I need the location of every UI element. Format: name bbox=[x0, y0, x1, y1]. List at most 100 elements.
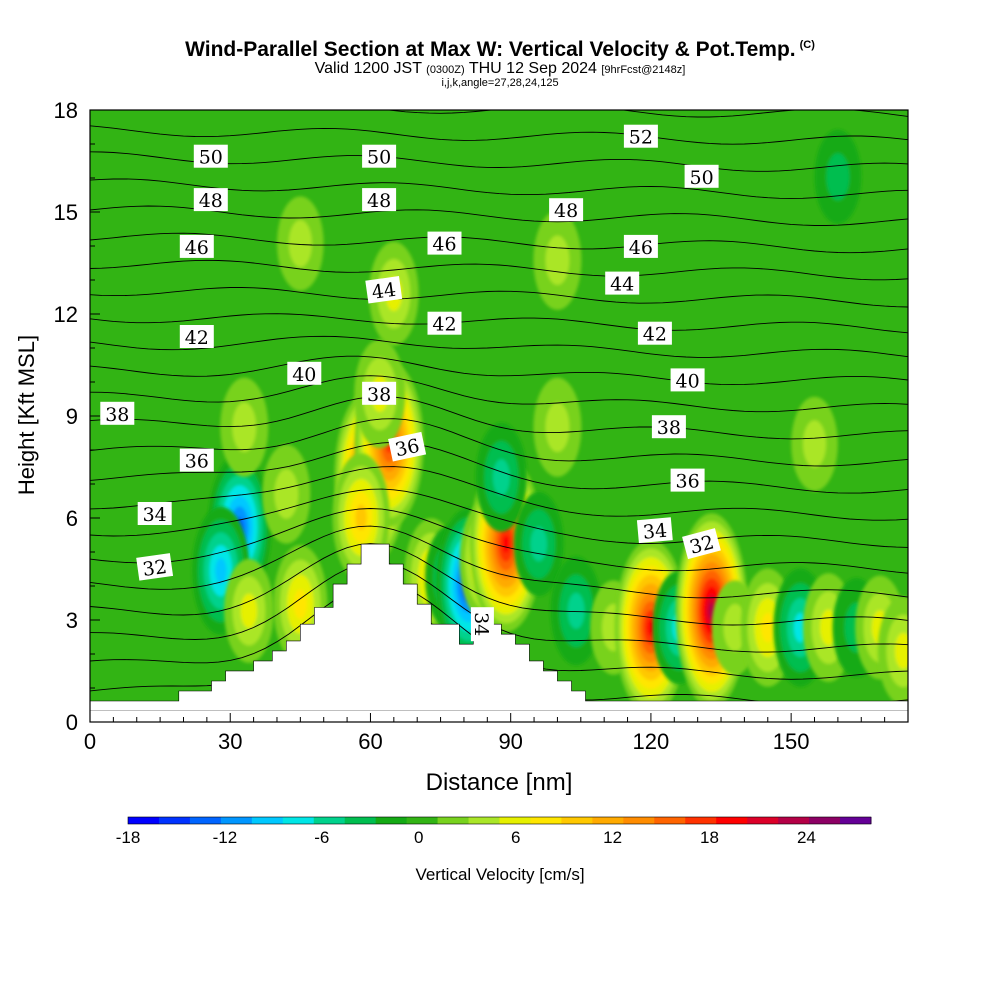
y-axis-ticks: 0 3 6 9 12 15 18 bbox=[54, 98, 100, 735]
theta-contour-line bbox=[90, 375, 908, 413]
contour-label-text: 44 bbox=[610, 274, 634, 296]
colorbar-frame bbox=[127, 816, 872, 825]
colorbar-swatch bbox=[437, 817, 470, 824]
chart-subline: i,j,k,angle=27,28,24,125 bbox=[441, 77, 559, 89]
colorbar-tick-label: 6 bbox=[511, 828, 520, 847]
contour-label-text: 36 bbox=[185, 451, 209, 473]
colorbar-swatch bbox=[406, 817, 439, 824]
contour-label-text: 42 bbox=[185, 327, 209, 349]
contour-label-text: 52 bbox=[629, 127, 653, 149]
contour-label-text: 46 bbox=[432, 234, 456, 256]
contour-label-text: 34 bbox=[143, 504, 167, 526]
x-tick-label: 60 bbox=[358, 729, 382, 754]
title-text: Wind-Parallel Section at Max W: Vertical… bbox=[185, 38, 796, 61]
contour-label: 34 bbox=[470, 607, 494, 642]
theta-contour-line bbox=[90, 418, 908, 467]
theta-contour-line bbox=[90, 543, 908, 626]
subtitle-utc: (0300Z) bbox=[426, 64, 465, 76]
contour-label-text: 34 bbox=[470, 612, 492, 636]
contour-label: 40 bbox=[670, 368, 705, 392]
colorbar-swatch bbox=[530, 817, 562, 824]
contour-label: 38 bbox=[100, 401, 135, 426]
velocity-cell bbox=[220, 377, 269, 477]
colorbar-swatch bbox=[654, 817, 686, 824]
colorbar-tick-label: 18 bbox=[700, 828, 719, 847]
contour-label: 36 bbox=[179, 448, 214, 473]
colorbar-tick-label: -18 bbox=[116, 828, 141, 847]
theta-contour-line bbox=[90, 232, 908, 254]
theta-contour-line bbox=[90, 125, 908, 145]
contour-label: 38 bbox=[362, 381, 397, 406]
theta-contour-line bbox=[90, 466, 908, 521]
ground-strip bbox=[90, 711, 908, 722]
contour-label: 34 bbox=[636, 517, 673, 544]
colorbar-swatch bbox=[313, 817, 346, 824]
terrain-polygon bbox=[89, 543, 909, 712]
colorbar-tick-label: 24 bbox=[797, 828, 816, 847]
contour-label-text: 40 bbox=[676, 370, 700, 392]
colorbar-tick-label: 0 bbox=[414, 828, 423, 847]
vertical-velocity-field bbox=[192, 129, 908, 711]
contour-label: 50 bbox=[193, 144, 228, 169]
y-tick-label: 3 bbox=[66, 608, 78, 633]
colorbar-label: Vertical Velocity [cm/s] bbox=[415, 865, 584, 884]
y-tick-label: 15 bbox=[54, 200, 78, 225]
velocity-cell bbox=[877, 596, 908, 706]
contour-label: 32 bbox=[136, 553, 174, 581]
colorbar-swatch bbox=[220, 817, 253, 824]
velocity-cell bbox=[224, 558, 274, 663]
contour-label: 42 bbox=[637, 321, 672, 346]
contour-label-text: 38 bbox=[367, 384, 391, 406]
theta-contour-line bbox=[384, 110, 908, 118]
colorbar-swatch bbox=[499, 817, 531, 824]
y-tick-label: 12 bbox=[54, 302, 78, 327]
contour-label: 36 bbox=[670, 468, 705, 493]
contour-label: 46 bbox=[427, 231, 462, 256]
colorbar-swatch bbox=[128, 817, 160, 824]
velocity-cell bbox=[791, 396, 838, 492]
contour-label-text: 50 bbox=[690, 167, 714, 189]
x-tick-label: 0 bbox=[84, 729, 96, 754]
velocity-cell bbox=[332, 453, 390, 582]
theta-contour-line bbox=[90, 488, 908, 548]
velocity-cell bbox=[262, 444, 311, 544]
colorbar-swatch bbox=[747, 817, 779, 824]
contour-label-text: 44 bbox=[370, 279, 397, 304]
contour-label-text: 38 bbox=[657, 417, 681, 439]
theta-contour-line bbox=[90, 395, 908, 440]
contour-label: 32 bbox=[682, 528, 721, 560]
contour-label: 46 bbox=[179, 234, 214, 259]
y-tick-label: 6 bbox=[66, 506, 78, 531]
contour-label: 40 bbox=[287, 361, 322, 386]
contour-label-text: 40 bbox=[292, 364, 316, 386]
x-tick-label: 30 bbox=[218, 729, 242, 754]
contour-labels: 50 50 52 50 48 48 48 46 46 46 44 44 42 42 42 40 40 38 38 38… bbox=[100, 124, 721, 642]
contour-label: 50 bbox=[362, 144, 397, 169]
contour-label: 44 bbox=[605, 271, 640, 296]
contour-label-text: 46 bbox=[185, 237, 209, 259]
contour-label-text: 48 bbox=[367, 190, 391, 212]
colorbar-swatch bbox=[561, 817, 593, 824]
colorbar-swatch bbox=[375, 817, 408, 824]
velocity-cell bbox=[475, 422, 527, 532]
theta-contour-line bbox=[90, 441, 908, 494]
chart-subtitle: Valid 1200 JST (0300Z) THU 12 Sep 2024 [… bbox=[0, 60, 1000, 78]
contour-label-text: 50 bbox=[367, 147, 391, 169]
velocity-cell bbox=[533, 377, 582, 477]
contour-label-text: 46 bbox=[629, 237, 653, 259]
contour-label: 52 bbox=[623, 124, 658, 149]
contour-label-text: 36 bbox=[393, 435, 421, 462]
contour-label-text: 42 bbox=[432, 314, 456, 336]
contour-label-text: 36 bbox=[676, 471, 700, 493]
contour-label-text: 42 bbox=[643, 324, 667, 346]
contour-label-text: 48 bbox=[554, 200, 578, 222]
colorbar-ticks: -18 -12 -6 0 6 12 18 24 bbox=[116, 828, 816, 847]
contour-label-text: 34 bbox=[642, 520, 668, 544]
subtitle-date: THU 12 Sep 2024 bbox=[468, 60, 597, 77]
subtitle-valid: Valid 1200 JST bbox=[314, 60, 422, 77]
colorbar-swatch bbox=[716, 817, 748, 824]
contour-label: 42 bbox=[179, 325, 214, 349]
colorbar-tick-label: 12 bbox=[603, 828, 622, 847]
theta-contour-line bbox=[90, 287, 908, 308]
